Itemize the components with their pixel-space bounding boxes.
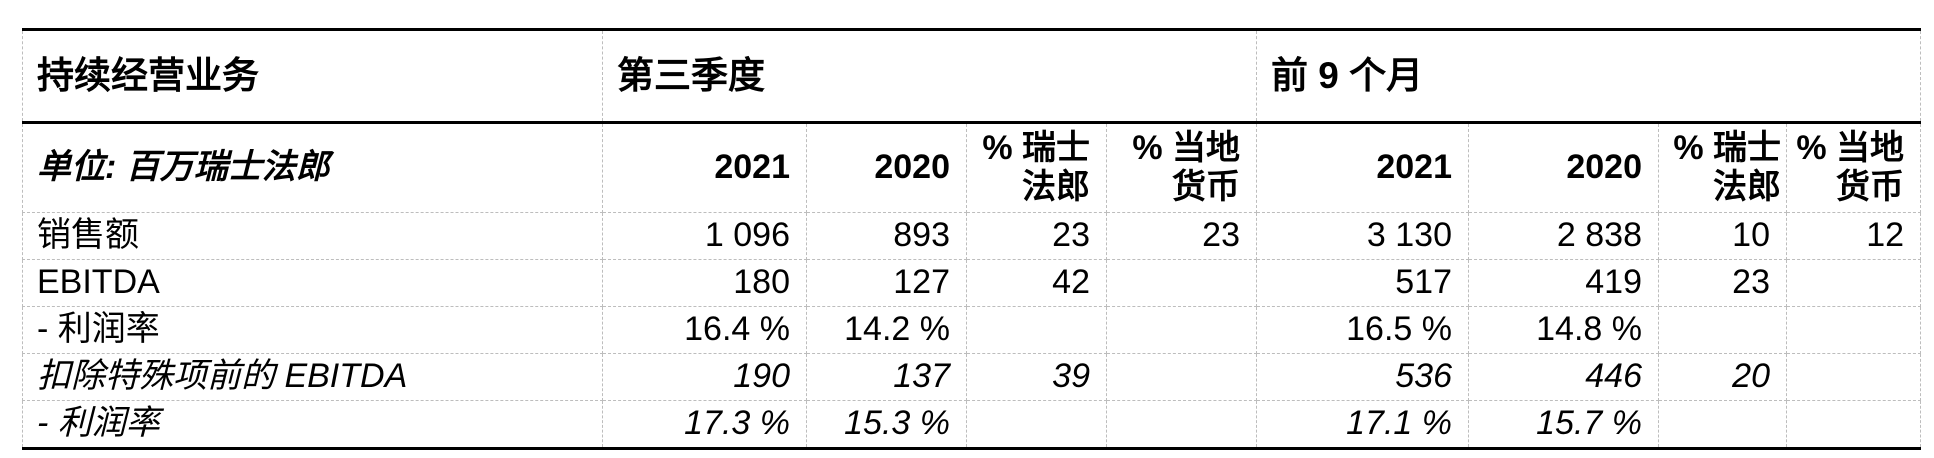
cell-q3-2020: 14.2 %	[806, 306, 967, 354]
cell-9m-2020: 2 838	[1468, 212, 1659, 260]
cell-9m-2021: 17.1 %	[1256, 400, 1469, 450]
cell-9m-pct-local	[1785, 259, 1922, 307]
col-header-9m-2020: 2020	[1468, 122, 1659, 213]
cell-9m-pct-local	[1785, 353, 1922, 401]
cell-q3-pct-local	[1106, 306, 1257, 354]
cell-q3-pct-local	[1106, 259, 1257, 307]
row-label: - 利润率	[22, 400, 603, 450]
pct-local-line1: % 当地	[1796, 128, 1905, 167]
column-header-row: 单位: 百万瑞士法郎 2021 2020 % 瑞士 法郎 % 当地 货币 202…	[22, 122, 1922, 213]
cell-q3-2020: 127	[806, 259, 967, 307]
table-row-ebitda: EBITDA 180 127 42 517 419 23	[22, 259, 1922, 307]
cell-q3-pct-chf	[966, 400, 1107, 450]
cell-9m-2021: 3 130	[1256, 212, 1469, 260]
cell-q3-pct-chf: 42	[966, 259, 1107, 307]
cell-9m-pct-chf: 10	[1658, 212, 1787, 260]
cell-q3-2020: 893	[806, 212, 967, 260]
row-label: 销售额	[22, 212, 603, 260]
pct-local-line1: % 当地	[1132, 128, 1240, 167]
col-header-q3-pct-chf: % 瑞士 法郎	[966, 122, 1107, 213]
cell-9m-2020: 446	[1468, 353, 1659, 401]
pct-chf-line2: 法郎	[1022, 168, 1090, 206]
cell-q3-2021: 1 096	[602, 212, 807, 260]
cell-q3-pct-local	[1106, 353, 1257, 401]
row-label: 扣除特殊项前的 EBITDA	[22, 353, 603, 401]
cell-9m-pct-local: 12	[1785, 212, 1922, 260]
row-label: - 利润率	[22, 306, 603, 354]
pct-chf-line1: % 瑞士	[1673, 128, 1781, 167]
cell-q3-2020: 137	[806, 353, 967, 401]
cell-9m-pct-chf: 23	[1658, 259, 1787, 307]
col-header-9m-pct-chf: % 瑞士 法郎	[1658, 122, 1787, 213]
cell-q3-pct-local	[1106, 400, 1257, 450]
cell-9m-2021: 536	[1256, 353, 1469, 401]
cell-9m-2021: 517	[1256, 259, 1469, 307]
cell-9m-2020: 15.7 %	[1468, 400, 1659, 450]
row-label: EBITDA	[22, 259, 603, 307]
pct-chf-line2: 法郎	[1713, 168, 1781, 206]
cell-q3-pct-local: 23	[1106, 212, 1257, 260]
cell-9m-pct-local	[1785, 306, 1922, 354]
cell-9m-pct-local	[1785, 400, 1922, 450]
cell-q3-pct-chf: 23	[966, 212, 1107, 260]
continuing-operations-table: 持续经营业务 第三季度 前 9 个月 单位: 百万瑞士法郎 2021 2020 …	[22, 28, 1922, 450]
period-header-9m: 前 9 个月	[1255, 28, 1922, 124]
cell-q3-2021: 17.3 %	[602, 400, 807, 450]
col-header-q3-2020: 2020	[806, 122, 967, 213]
cell-q3-2021: 190	[602, 353, 807, 401]
unit-label: 单位: 百万瑞士法郎	[22, 122, 603, 213]
cell-9m-pct-chf	[1658, 400, 1787, 450]
col-header-q3-pct-local: % 当地 货币	[1106, 122, 1257, 213]
pct-chf-line1: % 瑞士	[982, 128, 1090, 167]
table-row-margin-before-exceptionals: - 利润率 17.3 % 15.3 % 17.1 % 15.7 %	[22, 400, 1922, 450]
cell-9m-2021: 16.5 %	[1256, 306, 1469, 354]
cell-9m-pct-chf: 20	[1658, 353, 1787, 401]
cell-q3-2021: 16.4 %	[602, 306, 807, 354]
table-row-ebitda-before-exceptionals: 扣除特殊项前的 EBITDA 190 137 39 536 446 20	[22, 353, 1922, 401]
cell-q3-2021: 180	[602, 259, 807, 307]
pct-local-line2: 货币	[1836, 168, 1905, 206]
cell-9m-2020: 419	[1468, 259, 1659, 307]
cell-q3-pct-chf	[966, 306, 1107, 354]
period-header-row: 持续经营业务 第三季度 前 9 个月	[22, 28, 1922, 124]
pct-local-line2: 货币	[1172, 168, 1240, 206]
cell-q3-2020: 15.3 %	[806, 400, 967, 450]
financial-results-table: 持续经营业务 第三季度 前 9 个月 单位: 百万瑞士法郎 2021 2020 …	[22, 28, 1922, 450]
cell-q3-pct-chf: 39	[966, 353, 1107, 401]
table-title: 持续经营业务	[22, 28, 603, 124]
col-header-q3-2021: 2021	[602, 122, 807, 213]
table-row-sales: 销售额 1 096 893 23 23 3 130 2 838 10 12	[22, 212, 1922, 260]
cell-9m-2020: 14.8 %	[1468, 306, 1659, 354]
table-row-margin: - 利润率 16.4 % 14.2 % 16.5 % 14.8 %	[22, 306, 1922, 354]
period-header-q3: 第三季度	[602, 28, 1257, 124]
col-header-9m-2021: 2021	[1256, 122, 1469, 213]
cell-9m-pct-chf	[1658, 306, 1787, 354]
col-header-9m-pct-local: % 当地 货币	[1785, 122, 1922, 213]
